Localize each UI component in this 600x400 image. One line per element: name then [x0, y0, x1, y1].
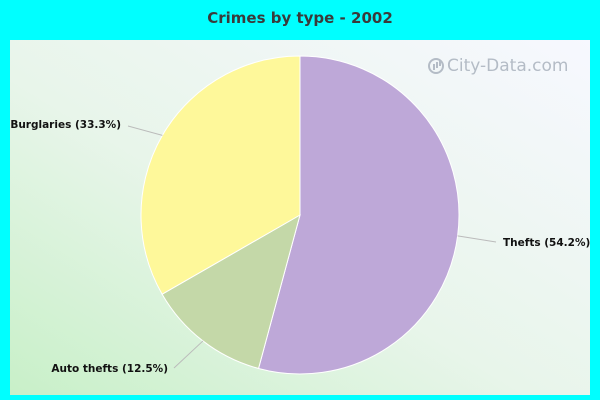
- label-thefts: Thefts (54.2%): [503, 237, 590, 249]
- watermark-text: City-Data.com: [447, 56, 569, 76]
- slice-labels: Thefts (54.2%) Auto thefts (12.5%) Burglar…: [10, 119, 590, 375]
- chart-title: Crimes by type - 2002: [207, 9, 393, 27]
- slice-auto-thefts: [161, 213, 301, 370]
- leader-line-thefts: [457, 235, 497, 243]
- plot-area: Thefts (54.2%) Auto thefts (12.5%) Burglar…: [10, 40, 590, 395]
- leader-line-auto-thefts: [173, 340, 204, 369]
- label-auto-thefts: Auto thefts (12.5%): [51, 363, 168, 375]
- pie-slices: [140, 55, 460, 375]
- leader-lines: [127, 125, 497, 369]
- slice-thefts: [257, 55, 460, 375]
- label-burglaries: Burglaries (33.3%): [10, 119, 121, 131]
- leader-line-burglaries: [127, 125, 163, 136]
- slice-burglaries: [140, 55, 301, 295]
- pie-chart: Thefts (54.2%) Auto thefts (12.5%) Burglar…: [10, 55, 590, 375]
- city-data-logo-icon: [428, 58, 444, 74]
- watermark: City-Data.com: [428, 56, 568, 76]
